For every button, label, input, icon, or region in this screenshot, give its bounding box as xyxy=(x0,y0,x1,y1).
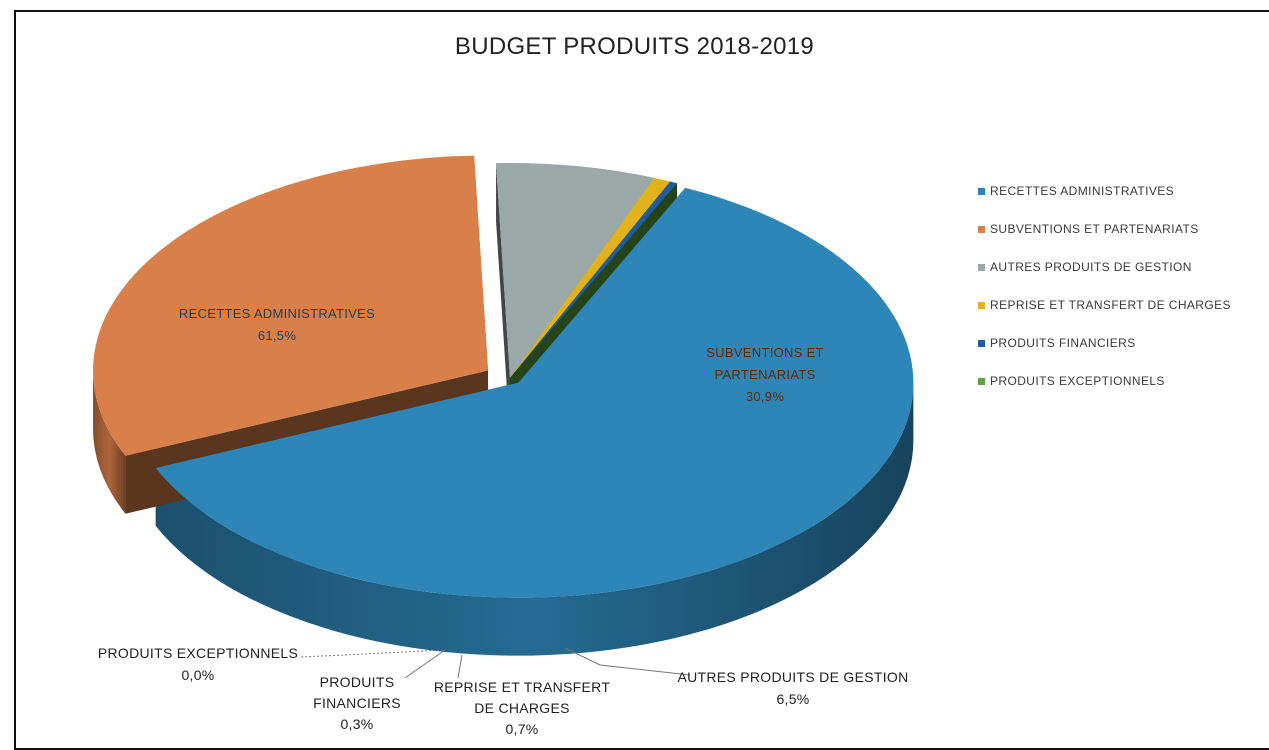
pie-tops xyxy=(93,155,914,598)
produits-financiers-data-label: PRODUITS xyxy=(320,674,395,690)
legend-label: RECETTES ADMINISTRATIVES xyxy=(990,184,1175,198)
legend-swatch xyxy=(978,263,985,271)
autres-produits-de-gestion-leader-line xyxy=(564,647,691,676)
legend-item-recettes-administratives: RECETTES ADMINISTRATIVES xyxy=(978,172,1231,210)
produits-financiers-data-label: FINANCIERS xyxy=(313,695,401,711)
legend-label: PRODUITS FINANCIERS xyxy=(990,336,1136,350)
recettes-administratives-rim xyxy=(155,382,914,656)
autres-produits-de-gestion-wall-0 xyxy=(496,163,510,437)
reprise-et-transfert-de-charges-slice xyxy=(510,177,671,378)
legend-item-produits-exceptionnels: PRODUITS EXCEPTIONNELS xyxy=(978,362,1231,400)
recettes-administratives-data-label: 61,5% xyxy=(258,328,297,343)
recettes-administratives-data-label: RECETTES ADMINISTRATIVES xyxy=(179,306,375,321)
legend-swatch xyxy=(978,339,985,347)
reprise-et-transfert-de-charges-data-label: 0,7% xyxy=(505,721,538,737)
produits-financiers-data-label: 0,3% xyxy=(340,716,373,732)
produits-financiers-slice xyxy=(510,181,677,378)
produits-exceptionnels-leader-line xyxy=(299,649,444,658)
reprise-et-transfert-de-charges-data-label: DE CHARGES xyxy=(474,700,570,716)
legend-label: PRODUITS EXCEPTIONNELS xyxy=(990,374,1165,388)
legend-item-autres-produits-de-gestion: AUTRES PRODUITS DE GESTION xyxy=(978,248,1231,286)
subventions-et-partenariats-slice xyxy=(93,155,489,456)
autres-produits-de-gestion-data-label: 6,5% xyxy=(776,691,809,707)
produits-financiers-leader-line xyxy=(404,649,446,679)
legend-swatch xyxy=(978,225,985,233)
autres-produits-de-gestion-data-label: AUTRES PRODUITS DE GESTION xyxy=(677,669,908,685)
recettes-administratives-slice xyxy=(155,187,914,598)
chart-legend: RECETTES ADMINISTRATIVES SUBVENTIONS ET P… xyxy=(978,172,1231,400)
legend-label: SUBVENTIONS ET PARTENARIATS xyxy=(990,222,1199,236)
subventions-et-partenariats-data-label: PARTENARIATS xyxy=(714,367,815,382)
reprise-et-transfert-de-charges-leader-line xyxy=(457,654,463,679)
legend-item-produits-financiers: PRODUITS FINANCIERS xyxy=(978,324,1231,362)
legend-item-subventions-et-partenariats: SUBVENTIONS ET PARTENARIATS xyxy=(978,210,1231,248)
legend-label: AUTRES PRODUITS DE GESTION xyxy=(990,260,1192,274)
legend-item-reprise-et-transfert-de-charges: REPRISE ET TRANSFERT DE CHARGES xyxy=(978,286,1231,324)
chart-title: BUDGET PRODUITS 2018-2019 xyxy=(454,33,815,60)
reprise-et-transfert-de-charges-data-label: REPRISE ET TRANSFERT xyxy=(434,679,611,695)
legend-swatch xyxy=(978,187,985,195)
subventions-et-partenariats-data-label: SUBVENTIONS ET xyxy=(706,345,824,360)
autres-produits-de-gestion-slice xyxy=(496,163,655,378)
produits-exceptionnels-data-label: 0,0% xyxy=(181,667,214,683)
subventions-et-partenariats-rim xyxy=(93,370,126,514)
legend-label: REPRISE ET TRANSFERT DE CHARGES xyxy=(990,298,1231,312)
legend-swatch xyxy=(978,301,985,309)
subventions-et-partenariats-data-label: 30,9% xyxy=(746,389,785,404)
produits-exceptionnels-data-label: PRODUITS EXCEPTIONNELS xyxy=(98,645,298,661)
legend-swatch xyxy=(978,377,985,385)
